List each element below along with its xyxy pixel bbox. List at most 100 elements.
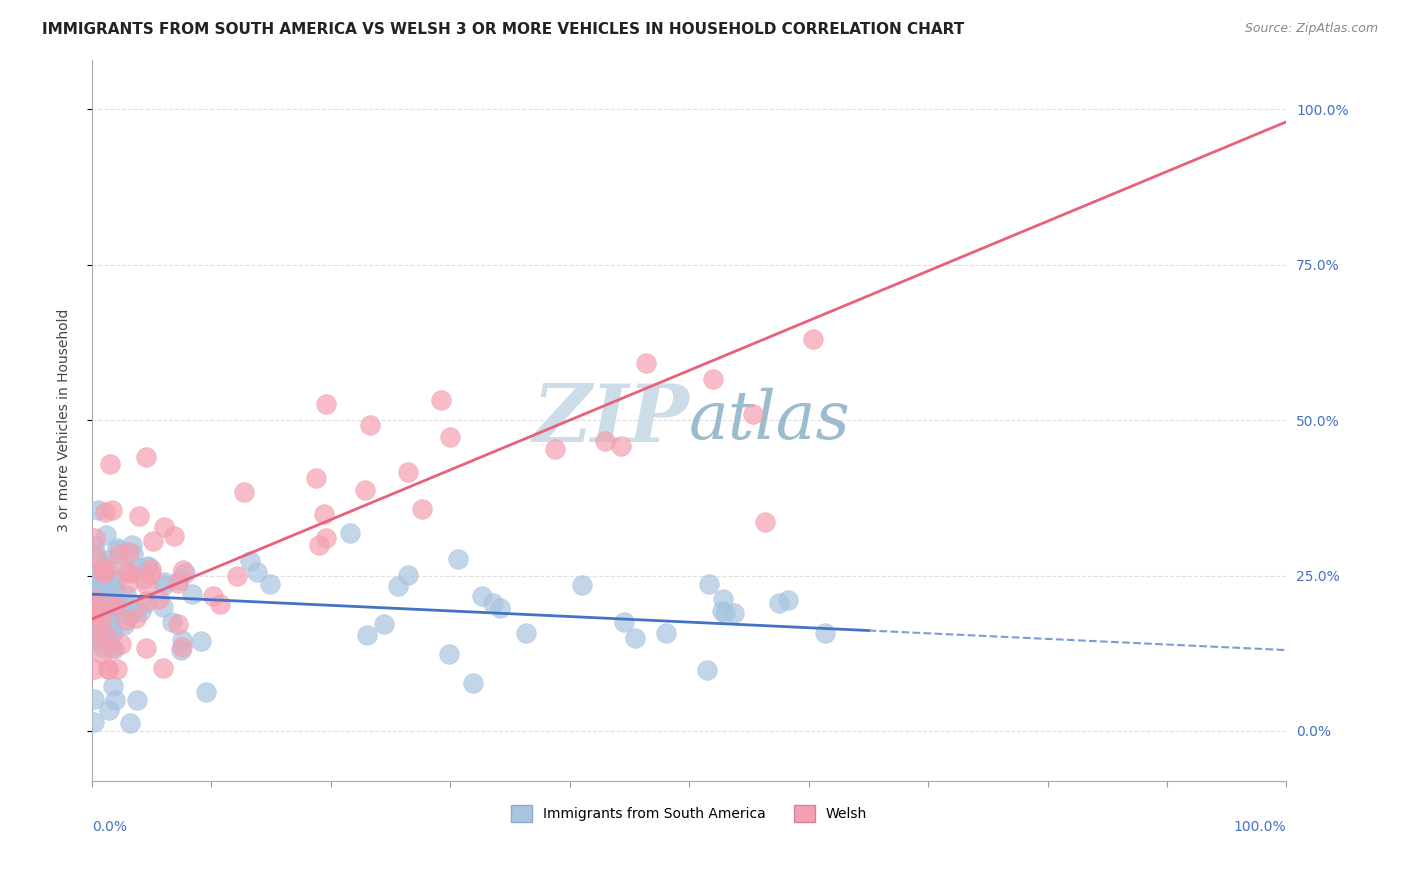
Point bbox=[97, 627, 120, 641]
Point bbox=[259, 577, 281, 591]
Point bbox=[121, 538, 143, 552]
Point bbox=[315, 397, 337, 411]
Point bbox=[101, 679, 124, 693]
Point bbox=[714, 606, 737, 620]
Point bbox=[134, 572, 156, 586]
Point bbox=[91, 591, 114, 605]
Point bbox=[194, 685, 217, 699]
Point bbox=[83, 607, 105, 622]
Point bbox=[101, 624, 124, 639]
Point bbox=[87, 503, 110, 517]
Point bbox=[814, 626, 837, 640]
Point bbox=[108, 597, 131, 611]
Point bbox=[94, 617, 117, 632]
Point bbox=[153, 520, 176, 534]
Point bbox=[315, 531, 337, 545]
Point bbox=[481, 597, 503, 611]
Point bbox=[170, 633, 193, 648]
Point bbox=[98, 703, 121, 717]
Point bbox=[152, 578, 174, 592]
Point bbox=[181, 587, 204, 601]
Point bbox=[83, 539, 105, 553]
Text: Source: ZipAtlas.com: Source: ZipAtlas.com bbox=[1244, 22, 1378, 36]
Point bbox=[136, 560, 159, 574]
Point bbox=[571, 578, 593, 592]
Point bbox=[97, 662, 120, 676]
Point bbox=[98, 594, 121, 608]
Point bbox=[135, 641, 157, 656]
Point bbox=[91, 625, 114, 640]
Point bbox=[624, 631, 647, 645]
Point bbox=[111, 600, 134, 615]
Point bbox=[430, 393, 453, 408]
Point bbox=[97, 615, 120, 629]
Point bbox=[117, 600, 139, 615]
Point bbox=[84, 547, 107, 561]
Point bbox=[754, 515, 776, 529]
Point bbox=[396, 466, 419, 480]
Point bbox=[172, 563, 194, 577]
Point bbox=[118, 607, 141, 622]
Point bbox=[100, 607, 122, 621]
Point bbox=[167, 617, 190, 632]
Point bbox=[439, 429, 461, 443]
Point bbox=[118, 545, 141, 559]
Point bbox=[356, 628, 378, 642]
Point bbox=[461, 675, 484, 690]
Point bbox=[97, 552, 120, 566]
Point bbox=[471, 589, 494, 603]
Point bbox=[90, 566, 112, 580]
Point bbox=[141, 566, 163, 581]
Point bbox=[373, 617, 395, 632]
Point bbox=[742, 407, 765, 421]
Point bbox=[489, 601, 512, 615]
Point bbox=[122, 547, 145, 561]
Point bbox=[359, 418, 381, 433]
Point bbox=[115, 565, 138, 579]
Point bbox=[83, 592, 105, 607]
Point bbox=[141, 561, 163, 575]
Point bbox=[135, 577, 157, 591]
Point bbox=[121, 604, 143, 618]
Point bbox=[411, 501, 433, 516]
Point bbox=[172, 640, 194, 654]
Point bbox=[94, 627, 117, 641]
Point bbox=[117, 575, 139, 590]
Point bbox=[83, 531, 105, 545]
Point bbox=[115, 599, 138, 614]
Point bbox=[129, 604, 152, 618]
Point bbox=[96, 562, 118, 576]
Point bbox=[98, 604, 121, 618]
Text: IMMIGRANTS FROM SOUTH AMERICA VS WELSH 3 OR MORE VEHICLES IN HOUSEHOLD CORRELATI: IMMIGRANTS FROM SOUTH AMERICA VS WELSH 3… bbox=[42, 22, 965, 37]
Point bbox=[768, 596, 790, 610]
Point bbox=[655, 625, 678, 640]
Point bbox=[125, 560, 148, 574]
Point bbox=[83, 627, 105, 641]
Point bbox=[115, 589, 138, 603]
Point bbox=[163, 529, 186, 543]
Point bbox=[118, 566, 141, 580]
Point bbox=[83, 691, 105, 706]
Point bbox=[148, 592, 170, 607]
Point bbox=[105, 541, 128, 555]
Point bbox=[339, 526, 361, 541]
Point bbox=[437, 648, 460, 662]
Legend: Immigrants from South America, Welsh: Immigrants from South America, Welsh bbox=[506, 800, 873, 828]
Point bbox=[233, 484, 256, 499]
Point bbox=[94, 528, 117, 542]
Point bbox=[308, 537, 330, 551]
Point bbox=[91, 563, 114, 577]
Point bbox=[91, 641, 114, 656]
Point bbox=[801, 332, 824, 346]
Point bbox=[387, 579, 409, 593]
Point bbox=[91, 573, 114, 587]
Point bbox=[83, 662, 105, 676]
Point bbox=[776, 592, 799, 607]
Point bbox=[396, 567, 419, 582]
Point bbox=[104, 693, 127, 707]
Text: atlas: atlas bbox=[689, 387, 851, 453]
Point bbox=[115, 613, 138, 627]
Point bbox=[190, 634, 212, 648]
Point bbox=[312, 507, 335, 521]
Point bbox=[101, 641, 124, 656]
